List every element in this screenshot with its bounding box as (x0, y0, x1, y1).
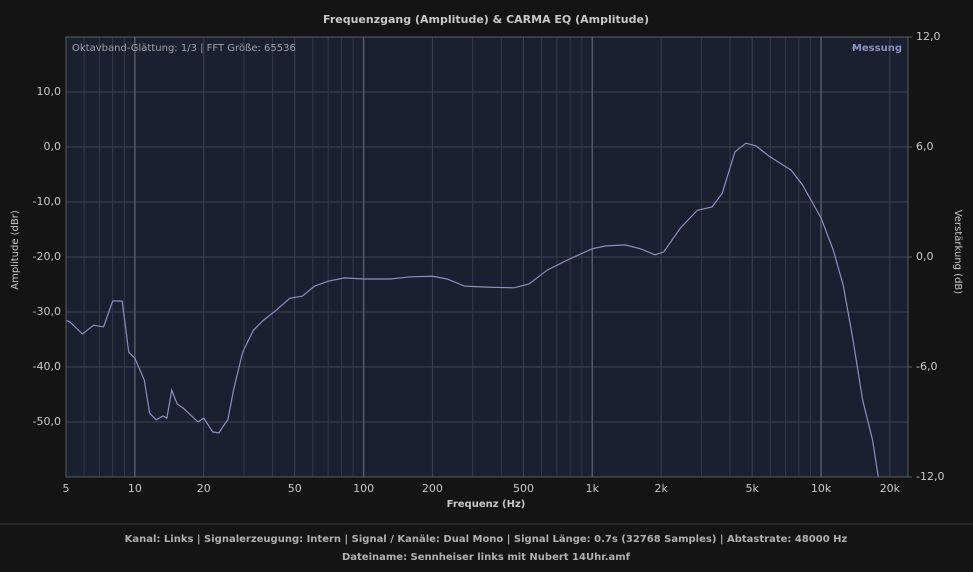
y2-tick-label: 0,0 (916, 250, 934, 263)
chart-title: Frequenzgang (Amplitude) & CARMA EQ (Amp… (323, 13, 649, 26)
series (66, 142, 879, 477)
x-tick-label: 10 (128, 482, 142, 495)
x-tick-label: 5 (63, 482, 70, 495)
y-tick-label: 0,0 (44, 140, 62, 153)
y2-tick-label: -12,0 (916, 470, 944, 483)
y2-axis-label: Verstärkung (dB) (952, 210, 963, 294)
y-tick-label: -40,0 (33, 360, 61, 373)
y-tick-label: -20,0 (33, 250, 61, 263)
footer-filename: Dateiname: Sennheiser links mit Nubert 1… (342, 552, 631, 563)
y-tick-label: 10,0 (37, 85, 62, 98)
y-tick-label: -50,0 (33, 415, 61, 428)
x-tick-label: 20 (197, 482, 211, 495)
x-tick-label: 2k (654, 482, 668, 495)
x-tick-label: 5k (745, 482, 759, 495)
legend-entry: Messung (852, 43, 902, 54)
x-tick-label: 1k (586, 482, 600, 495)
y2-tick-label: -6,0 (916, 360, 937, 373)
annotation: Oktavband-Glättung: 1/3 | FFT Größe: 655… (72, 43, 296, 54)
y2-tick-label: 12,0 (916, 30, 941, 43)
x-tick-label: 200 (422, 482, 443, 495)
x-tick-label: 10k (811, 482, 832, 495)
x-axis-label: Frequenz (Hz) (447, 499, 526, 510)
grid (65, 37, 908, 477)
y-tick-label: -30,0 (33, 305, 61, 318)
y-axis-label: Amplitude (dBr) (10, 210, 21, 290)
x-tick-label: 20k (880, 482, 901, 495)
y2-tick-label: 6,0 (916, 140, 934, 153)
x-tick-label: 100 (353, 482, 374, 495)
footer-info: Kanal: Links | Signalerzeugung: Intern |… (125, 534, 848, 545)
x-tick-label: 500 (513, 482, 534, 495)
x-tick-label: 50 (288, 482, 302, 495)
y-tick-label: -10,0 (33, 195, 61, 208)
series-line (66, 142, 879, 477)
